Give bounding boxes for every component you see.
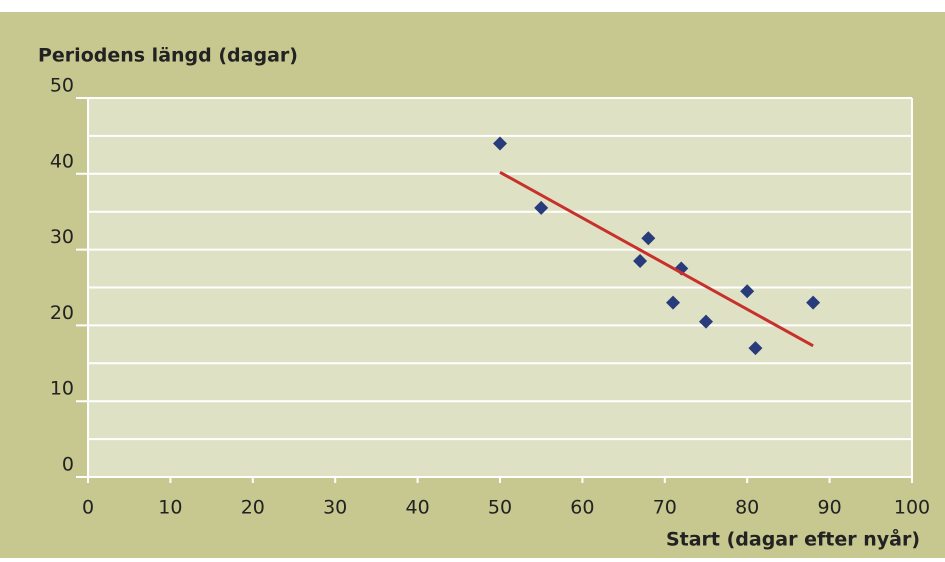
- y-tick-label: 40: [50, 150, 74, 172]
- y-tick-label: 30: [50, 226, 74, 248]
- y-tick-label: 20: [50, 302, 74, 324]
- x-tick-label: 90: [818, 497, 842, 519]
- x-tick-label: 60: [570, 497, 594, 519]
- y-tick-label: 10: [50, 378, 74, 400]
- x-tick-label: 0: [82, 497, 94, 519]
- x-tick-label: 100: [894, 497, 930, 519]
- x-tick-label: 70: [653, 497, 677, 519]
- y-axis-label: Periodens längd (dagar): [38, 45, 298, 67]
- y-tick-label: 0: [62, 454, 74, 476]
- x-tick-label: 40: [406, 497, 430, 519]
- x-tick-label: 10: [158, 497, 182, 519]
- x-tick-label: 20: [241, 497, 265, 519]
- trend-line: [499, 170, 814, 348]
- data-point: [806, 295, 821, 310]
- data-point: [493, 136, 507, 151]
- data-point: [740, 284, 755, 299]
- y-tick-label: 50: [50, 75, 74, 97]
- data-point: [641, 231, 656, 246]
- data-point: [699, 314, 713, 329]
- x-tick-label: 50: [488, 497, 512, 519]
- data-point: [633, 253, 648, 268]
- data-point: [748, 341, 763, 356]
- x-tick-label: 80: [735, 497, 759, 519]
- data-point: [534, 200, 549, 215]
- x-tick-label: 30: [323, 497, 347, 519]
- data-point: [666, 295, 681, 310]
- x-axis-label: Start (dagar efter nyår): [666, 527, 920, 551]
